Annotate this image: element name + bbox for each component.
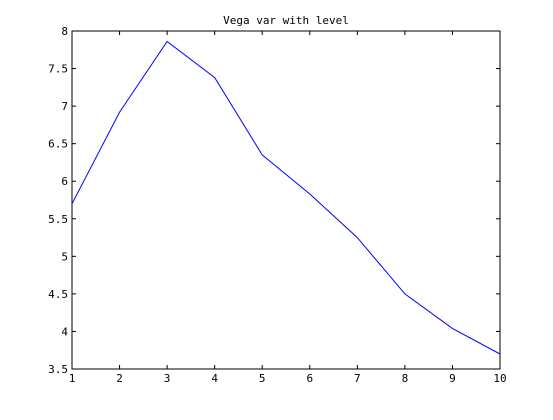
x-tick-label: 1 <box>69 372 76 385</box>
x-tick-label: 6 <box>306 372 313 385</box>
y-tick-label: 4.5 <box>48 288 68 301</box>
y-tick-label: 7 <box>61 100 68 113</box>
chart-title: Vega var with level <box>223 14 349 27</box>
y-tick-label: 3.5 <box>48 363 68 376</box>
x-tick-label: 2 <box>116 372 123 385</box>
y-tick-label: 5.5 <box>48 213 68 226</box>
y-tick-label: 7.5 <box>48 63 68 76</box>
x-tick-label: 5 <box>259 372 266 385</box>
x-tick-label: 8 <box>402 372 409 385</box>
x-tick-label: 10 <box>493 372 506 385</box>
x-tick-label: 7 <box>354 372 361 385</box>
y-tick-label: 6.5 <box>48 138 68 151</box>
x-tick-label: 9 <box>449 372 456 385</box>
y-tick-label: 4 <box>61 325 68 338</box>
y-tick-label: 5 <box>61 250 68 263</box>
plot-frame <box>72 31 500 369</box>
y-tick-label: 6 <box>61 175 68 188</box>
x-tick-label: 3 <box>164 372 171 385</box>
x-tick-label: 4 <box>211 372 218 385</box>
y-tick-label: 8 <box>61 25 68 38</box>
